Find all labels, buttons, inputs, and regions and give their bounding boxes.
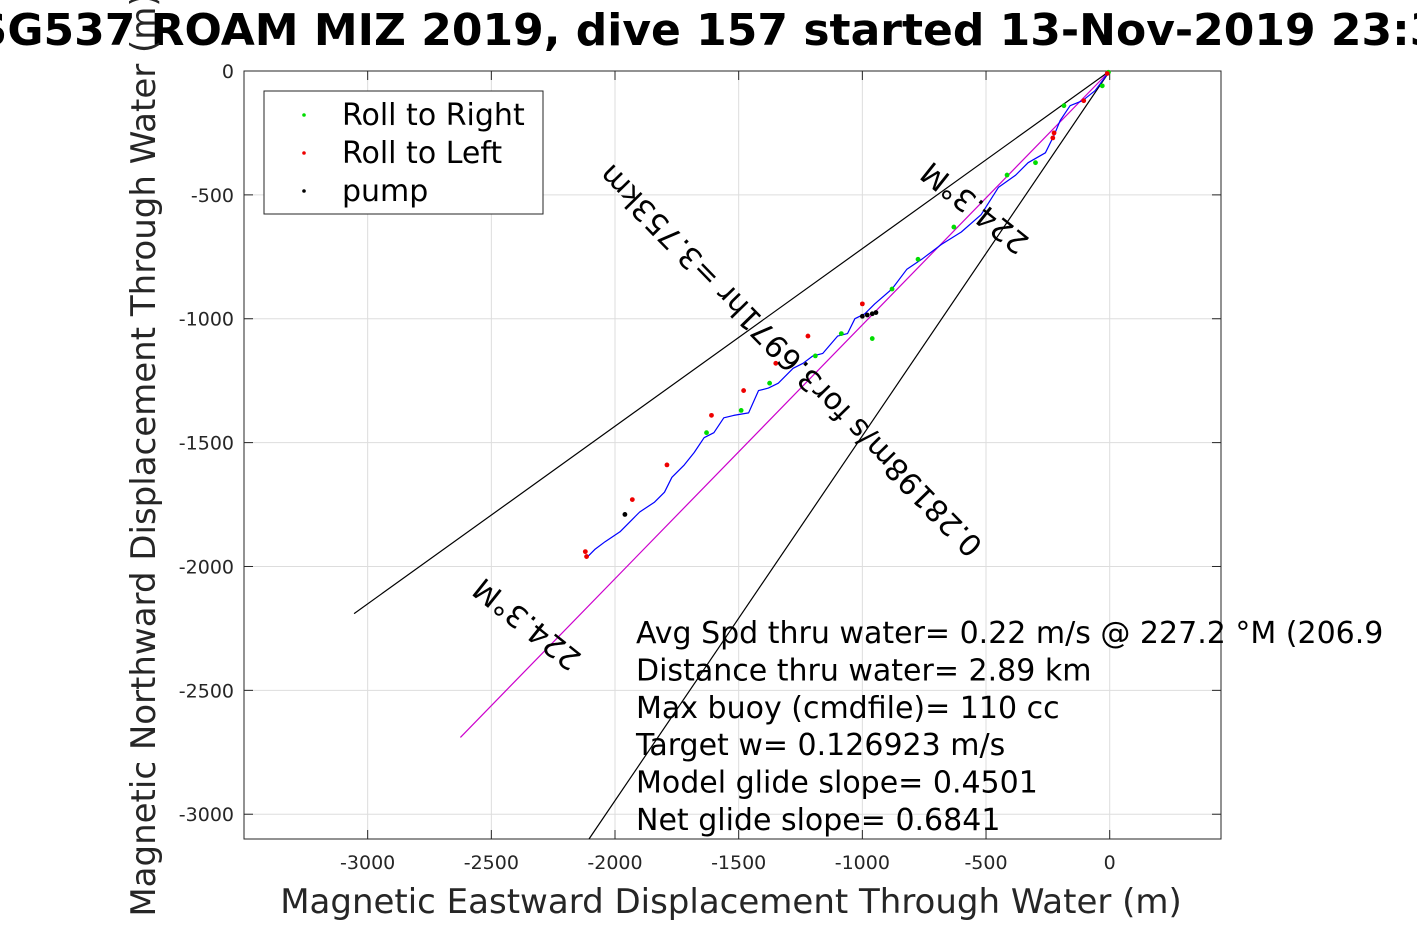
x-tick-label: 0	[1104, 852, 1116, 874]
y-tick-label: -3000	[179, 804, 234, 826]
marker-left	[1104, 71, 1110, 76]
stats-line: Distance thru water= 2.89 km	[636, 653, 1091, 688]
grid	[244, 70, 1221, 839]
marker-right	[1033, 160, 1038, 166]
legend-marker-pump	[302, 189, 306, 193]
marker-right	[1061, 103, 1067, 109]
stats-line: Model glide slope= 0.4501	[636, 766, 1038, 801]
marker-left	[709, 412, 714, 418]
y-tick-label: -500	[191, 185, 234, 207]
x-tick-label: -500	[964, 852, 1007, 874]
rotated-annotation: 224.3°M	[467, 570, 588, 676]
stats-line: Net glide slope= 0.6841	[636, 803, 1000, 838]
marker-right	[889, 286, 895, 292]
legend-label-right: Roll to Right	[342, 98, 525, 133]
heading-line-line	[459, 70, 1111, 738]
marker-right	[1099, 83, 1105, 89]
marker-left	[584, 554, 589, 559]
marker-pump	[864, 312, 870, 318]
y-tick-label: 0	[222, 61, 234, 83]
y-tick-label: -2000	[179, 556, 234, 578]
marker-left	[582, 549, 588, 555]
bound-left-line	[353, 70, 1111, 615]
marker-right	[812, 353, 818, 359]
marker-right	[869, 336, 875, 341]
marker-right	[915, 256, 921, 262]
marker-left	[1050, 135, 1056, 141]
marker-left	[741, 388, 747, 393]
legend-label-pump: pump	[342, 174, 428, 209]
x-tick-label: -2000	[587, 852, 642, 874]
series-lines	[353, 70, 1111, 840]
x-tick-label: -2500	[464, 852, 519, 874]
marker-right	[951, 224, 957, 230]
stats-line: Avg Spd thru water= 0.22 m/s @ 227.2 °M …	[636, 616, 1383, 651]
x-tick-label: -1500	[711, 852, 766, 874]
marker-left	[664, 462, 670, 468]
marker-left	[805, 333, 811, 339]
marker-left	[1081, 98, 1087, 104]
marker-right	[738, 408, 744, 413]
x-axis: -3000 -2500 -2000 -1500 -1000 -500 0	[340, 71, 1116, 874]
rotated-annotations: 224.3°M0.28198m/s for3.6971hr =3.753km22…	[467, 154, 1036, 677]
marker-pump	[869, 311, 875, 317]
series-markers	[582, 69, 1111, 559]
stats-line: Target w= 0.126923 m/s	[635, 728, 1005, 763]
rotated-annotation: 0.28198m/s for3.6971hr =3.753km	[592, 157, 990, 563]
marker-left	[859, 301, 865, 307]
x-axis-label: Magnetic Eastward Displacement Through W…	[280, 882, 1182, 922]
marker-pump	[873, 310, 879, 315]
marker-pump	[859, 313, 865, 319]
bound-right-line	[588, 70, 1111, 840]
legend-label-left: Roll to Left	[342, 136, 502, 171]
legend-marker-right	[302, 113, 306, 117]
marker-right	[704, 430, 709, 436]
legend: Roll to Right Roll to Left pump	[263, 90, 544, 215]
chart-title: SG537 ROAM MIZ 2019, dive 157 started 13…	[0, 5, 1417, 56]
legend-marker-left	[302, 151, 306, 155]
y-tick-label: -1500	[179, 433, 234, 455]
marker-pump	[622, 512, 628, 517]
marker-right	[1004, 172, 1010, 178]
y-tick-label: -2500	[179, 680, 234, 702]
stats-annotations: Avg Spd thru water= 0.22 m/s @ 227.2 °M …	[635, 616, 1383, 838]
marker-left	[773, 360, 779, 366]
marker-left	[1051, 130, 1057, 136]
y-axis-label: Magnetic Northward Displacement Through …	[124, 0, 164, 917]
legend-box	[263, 90, 544, 215]
x-tick-label: -3000	[340, 852, 395, 874]
y-tick-label: -1000	[179, 309, 234, 331]
x-tick-label: -1000	[835, 852, 890, 874]
marker-right	[838, 331, 844, 337]
marker-left	[629, 497, 635, 502]
track-line	[587, 70, 1111, 558]
plot-frame	[243, 70, 1222, 840]
y-axis: 0 -500 -1000 -1500 -2000 -2500 -3000	[179, 61, 1221, 826]
stats-line: Max buoy (cmdfile)= 110 cc	[636, 691, 1060, 726]
marker-right	[767, 380, 773, 386]
